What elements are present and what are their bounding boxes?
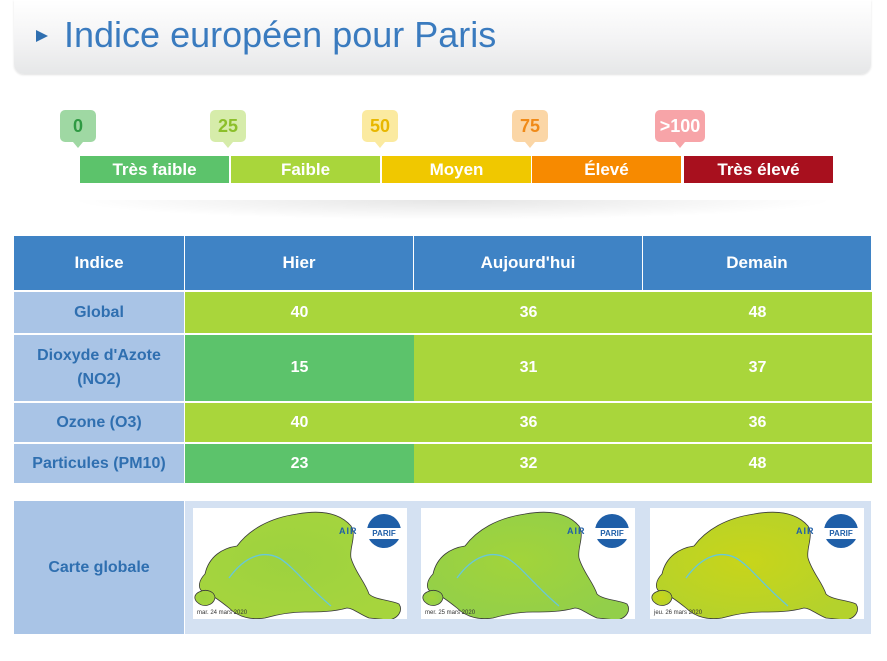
scale-band-4: Très élevé — [684, 156, 833, 183]
scale-marker-pin — [73, 142, 83, 148]
column-header: Demain — [643, 236, 871, 290]
index-value-cell: 37 — [643, 335, 872, 401]
index-value-cell: 36 — [414, 292, 643, 333]
logo-air-text: AIR — [796, 526, 815, 536]
index-value-cell: 40 — [185, 292, 414, 333]
scale-marker-value: 75 — [519, 115, 541, 136]
index-value-cell: 15 — [185, 335, 414, 401]
index-value-cell: 32 — [414, 444, 643, 483]
row-label: Particules (PM10) — [14, 444, 184, 483]
row-label: Ozone (O3) — [14, 403, 184, 442]
scale-band-2: Moyen — [382, 156, 531, 183]
paris-map-shape — [651, 511, 858, 619]
scale-marker-value: 0 — [72, 115, 83, 136]
logo-air-text: AIR — [339, 526, 358, 536]
header-panel — [14, 0, 871, 74]
column-header: Aujourd'hui — [414, 236, 642, 290]
index-value-cell: 23 — [185, 444, 414, 483]
pollution-map-0[interactable]: AIR PARIF mar. 24 mars 2020 — [193, 508, 407, 619]
scale-band-3: Élevé — [532, 156, 681, 183]
index-value-cell: 48 — [643, 444, 872, 483]
logo-parif-text: PARIF — [595, 528, 629, 539]
map-date: jeu. 26 mars 2020 — [654, 610, 703, 616]
scale-marker-0: 0 — [60, 110, 96, 148]
index-value-cell: 48 — [643, 292, 872, 333]
paris-map-shape — [422, 511, 629, 619]
scale-shadow — [68, 200, 838, 220]
column-header: Indice — [14, 236, 184, 290]
page-title: Indice européen pour Paris — [64, 14, 497, 55]
scale-marker-pin — [525, 142, 535, 148]
scale-marker-1: 25 — [210, 110, 246, 148]
airparif-logo: AIR PARIF — [339, 514, 401, 548]
row-label-map: Carte globale — [14, 501, 184, 634]
scale-marker-value: >100 — [659, 115, 701, 136]
scale-marker-pin — [223, 142, 233, 148]
index-value-cell: 40 — [185, 403, 414, 442]
scale-marker-pin — [375, 142, 385, 148]
scale-marker-pin — [675, 142, 685, 148]
logo-parif-text: PARIF — [824, 528, 858, 539]
airparif-logo: AIR PARIF — [567, 514, 629, 548]
column-header: Hier — [185, 236, 413, 290]
scale-band-1: Faible — [231, 156, 380, 183]
index-value-cell: 36 — [414, 403, 643, 442]
scale-marker-value: 25 — [217, 115, 239, 136]
paris-map-shape — [194, 511, 401, 619]
map-date: mer. 25 mars 2020 — [425, 610, 476, 616]
header-arrow-icon — [36, 30, 48, 42]
logo-parif-text: PARIF — [367, 528, 401, 539]
scale-marker-3: 75 — [512, 110, 548, 148]
row-label: Dioxyde d'Azote (NO2) — [14, 335, 184, 401]
row-label: Global — [14, 292, 184, 333]
scale-marker-4: >100 — [655, 110, 705, 148]
map-date: mar. 24 mars 2020 — [197, 610, 248, 616]
scale-marker-2: 50 — [362, 110, 398, 148]
index-value-cell: 31 — [414, 335, 643, 401]
logo-air-text: AIR — [567, 526, 586, 536]
pollution-map-2[interactable]: AIR PARIF jeu. 26 mars 2020 — [650, 508, 864, 619]
scale-band-0: Très faible — [80, 156, 229, 183]
scale-marker-value: 50 — [369, 115, 391, 136]
airparif-logo: AIR PARIF — [796, 514, 858, 548]
pollution-map-1[interactable]: AIR PARIF mer. 25 mars 2020 — [421, 508, 635, 619]
index-value-cell: 36 — [643, 403, 872, 442]
